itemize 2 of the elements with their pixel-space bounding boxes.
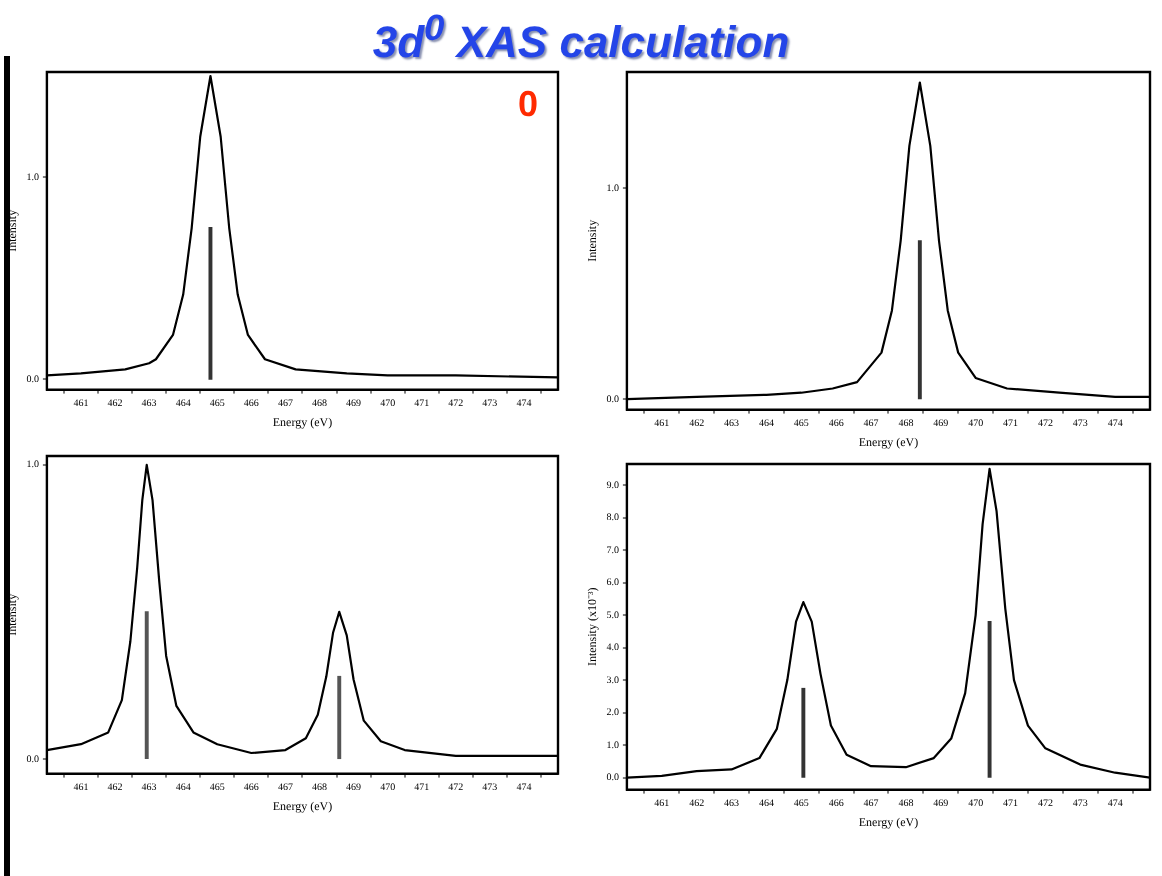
annotation: 0 bbox=[517, 83, 538, 124]
chart-title: 3d$^{0}$ XAS calculation bbox=[370, 4, 792, 71]
